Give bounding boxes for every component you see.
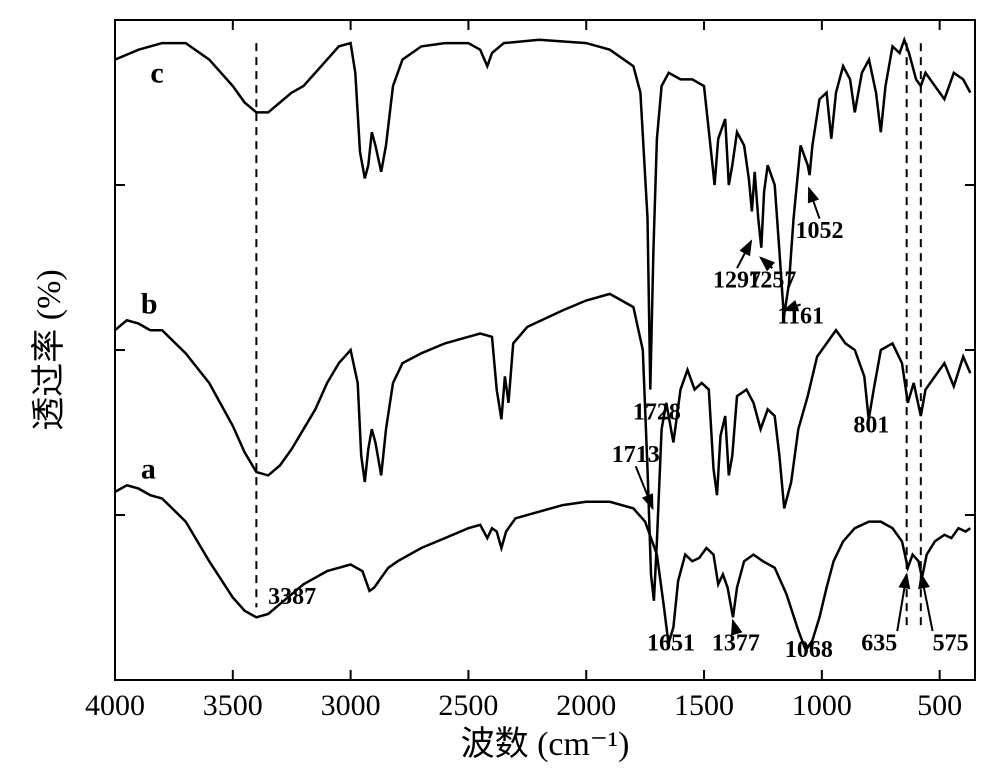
series-b [115,294,970,601]
peak-label: 1161 [777,304,824,330]
y-axis-label: 透过率 (%) [30,269,68,430]
x-tick-label: 3500 [203,689,263,722]
peak-label: 3387 [268,584,316,610]
peak-arrow [809,188,820,218]
peak-label: 1651 [647,630,695,656]
peak-arrow [636,466,653,508]
series-a [115,485,970,650]
plot-border [115,20,975,680]
peak-arrow [921,574,932,631]
peak-arrow [897,574,906,631]
x-tick-label: 2000 [556,689,616,722]
series-label-b: b [141,288,158,321]
peak-label: 1377 [712,630,760,656]
series-label-a: a [141,453,156,486]
x-tick-label: 1000 [792,689,852,722]
series-label-c: c [150,57,163,90]
x-tick-label: 1500 [674,689,734,722]
x-tick-label: 4000 [85,689,145,722]
x-axis-label: 波数 (cm⁻¹) [461,725,630,763]
peak-label: 1713 [612,442,660,468]
peak-label: 575 [933,630,969,656]
peak-label: 801 [853,413,889,439]
chart-svg: 4000 3500 3000 2500 2000 1500 1000 500 波数 (cm⁻¹)… [0,0,1000,777]
ftir-chart: 4000 3500 3000 2500 2000 1500 1000 500 波数 (cm⁻¹)… [0,0,1000,777]
peak-label: 1052 [795,218,843,244]
peak-label: 1068 [785,637,833,663]
peak-arrow [737,241,751,268]
x-tick-label: 500 [917,689,962,722]
x-tick-label: 2500 [438,689,498,722]
peak-label: 635 [861,630,897,656]
peak-label: 1257 [748,267,796,293]
x-tick-label: 3000 [321,689,381,722]
peak-label: 1728 [633,399,681,425]
